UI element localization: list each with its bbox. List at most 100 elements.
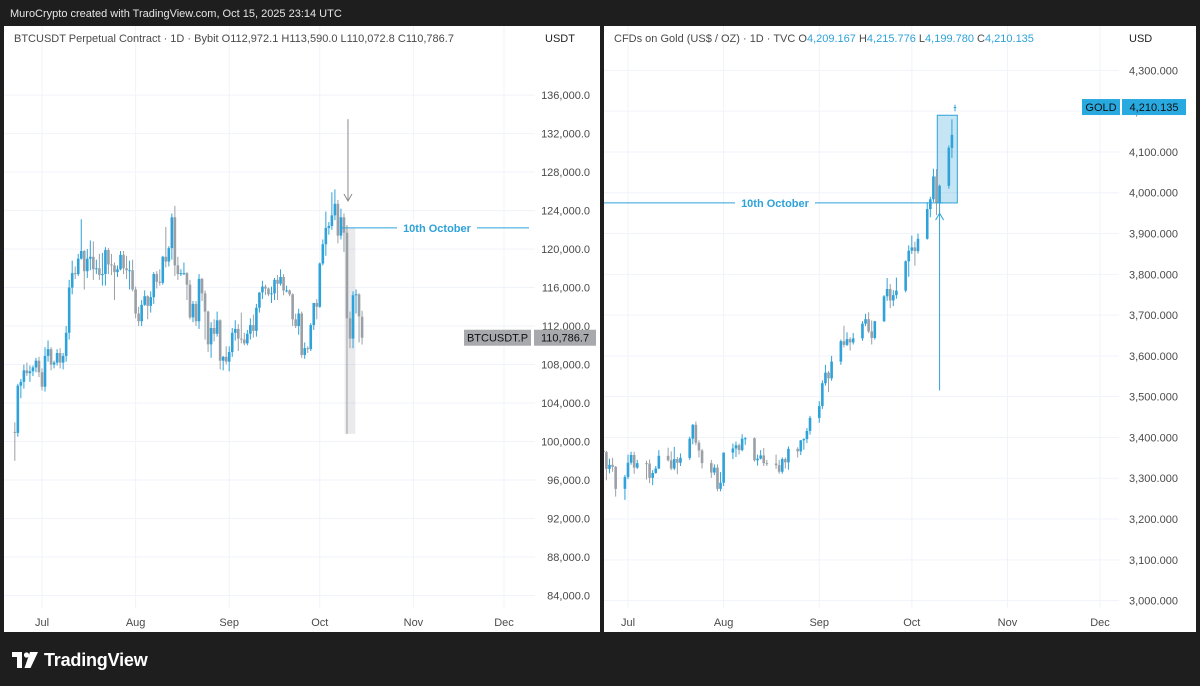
- candle[interactable]: [321, 239, 325, 266]
- candle[interactable]: [152, 272, 156, 304]
- candle[interactable]: [176, 256, 180, 280]
- candle[interactable]: [802, 438, 806, 450]
- candle[interactable]: [194, 301, 198, 327]
- candle[interactable]: [224, 346, 228, 365]
- candle[interactable]: [188, 279, 192, 320]
- candle[interactable]: [221, 355, 225, 371]
- btc-chart[interactable]: 10th October BTCUSDT Perpetual Contract ·…: [4, 26, 600, 632]
- candle[interactable]: [697, 440, 701, 458]
- candle[interactable]: [158, 269, 162, 286]
- candle[interactable]: [904, 260, 907, 293]
- candle[interactable]: [116, 265, 119, 277]
- candle[interactable]: [119, 250, 122, 271]
- candle[interactable]: [694, 421, 698, 446]
- candle[interactable]: [276, 275, 279, 301]
- candle[interactable]: [672, 446, 676, 471]
- candle[interactable]: [227, 346, 231, 372]
- candle[interactable]: [691, 424, 695, 445]
- candle[interactable]: [312, 302, 316, 330]
- candle[interactable]: [842, 325, 846, 348]
- candle[interactable]: [140, 300, 143, 327]
- candle[interactable]: [291, 293, 294, 327]
- candle[interactable]: [13, 422, 17, 461]
- candle[interactable]: [870, 320, 874, 345]
- candle[interactable]: [239, 312, 243, 344]
- candle[interactable]: [76, 253, 80, 277]
- candle[interactable]: [170, 213, 174, 260]
- candle[interactable]: [89, 240, 92, 271]
- candle[interactable]: [947, 145, 951, 189]
- candle[interactable]: [777, 459, 781, 474]
- candle[interactable]: [288, 289, 291, 297]
- candle[interactable]: [679, 453, 682, 467]
- candle[interactable]: [61, 353, 65, 370]
- candle[interactable]: [913, 241, 917, 266]
- candle[interactable]: [52, 360, 56, 369]
- candle[interactable]: [651, 470, 654, 486]
- candle[interactable]: [258, 292, 261, 313]
- candle[interactable]: [731, 443, 735, 460]
- candle[interactable]: [46, 340, 50, 362]
- candle[interactable]: [306, 346, 310, 353]
- candle[interactable]: [916, 233, 920, 254]
- candle[interactable]: [864, 313, 867, 327]
- candle[interactable]: [885, 277, 889, 301]
- candle[interactable]: [713, 464, 716, 475]
- candle[interactable]: [58, 348, 62, 369]
- btc-price-axis[interactable]: USDT 84,000.0 88,000.0 92,000.0 96,000.0 100,…: [535, 26, 600, 632]
- candle[interactable]: [22, 364, 26, 389]
- candle[interactable]: [824, 364, 827, 386]
- gold-chart[interactable]: 10th October CFDs on Gold (US$ / OZ) · 1D…: [604, 26, 1196, 632]
- candle[interactable]: [294, 313, 297, 328]
- candle[interactable]: [212, 319, 216, 342]
- candle[interactable]: [743, 437, 747, 445]
- candle[interactable]: [907, 245, 911, 277]
- candle[interactable]: [255, 303, 258, 337]
- candle[interactable]: [626, 454, 630, 480]
- candle[interactable]: [161, 255, 165, 285]
- candle[interactable]: [851, 333, 855, 345]
- candle[interactable]: [179, 269, 183, 277]
- candle[interactable]: [709, 459, 713, 478]
- candle[interactable]: [873, 320, 877, 340]
- candle[interactable]: [676, 457, 679, 475]
- candle[interactable]: [716, 464, 719, 492]
- candle[interactable]: [164, 226, 168, 268]
- candle[interactable]: [765, 459, 769, 467]
- candle[interactable]: [645, 460, 648, 480]
- candle[interactable]: [938, 184, 941, 215]
- candle[interactable]: [623, 474, 627, 500]
- candle[interactable]: [848, 337, 852, 351]
- candle[interactable]: [95, 259, 98, 275]
- candle[interactable]: [215, 311, 219, 337]
- candle[interactable]: [348, 311, 352, 349]
- candle[interactable]: [203, 290, 207, 340]
- candle[interactable]: [910, 235, 914, 254]
- candle[interactable]: [740, 434, 744, 452]
- candle[interactable]: [895, 277, 898, 299]
- candle[interactable]: [246, 329, 249, 346]
- candle[interactable]: [79, 219, 83, 260]
- candle[interactable]: [861, 321, 864, 341]
- candle[interactable]: [267, 287, 270, 297]
- candle[interactable]: [261, 280, 264, 300]
- candle[interactable]: [282, 274, 285, 296]
- candle[interactable]: [37, 356, 41, 378]
- candle[interactable]: [101, 252, 104, 286]
- candle[interactable]: [342, 213, 346, 252]
- candle[interactable]: [252, 314, 255, 338]
- candle[interactable]: [821, 380, 824, 409]
- candle[interactable]: [134, 286, 137, 319]
- candle[interactable]: [279, 269, 282, 286]
- gold-time-axis[interactable]: Jul Aug Sep Oct Nov Dec: [604, 608, 1196, 632]
- candle[interactable]: [799, 439, 803, 455]
- candle[interactable]: [774, 454, 778, 469]
- candle[interactable]: [336, 199, 340, 244]
- candle[interactable]: [82, 250, 86, 290]
- candle[interactable]: [845, 332, 849, 347]
- candle[interactable]: [200, 277, 204, 302]
- candle[interactable]: [756, 454, 759, 466]
- candle[interactable]: [932, 168, 935, 203]
- candle[interactable]: [25, 362, 29, 377]
- candle[interactable]: [209, 322, 213, 358]
